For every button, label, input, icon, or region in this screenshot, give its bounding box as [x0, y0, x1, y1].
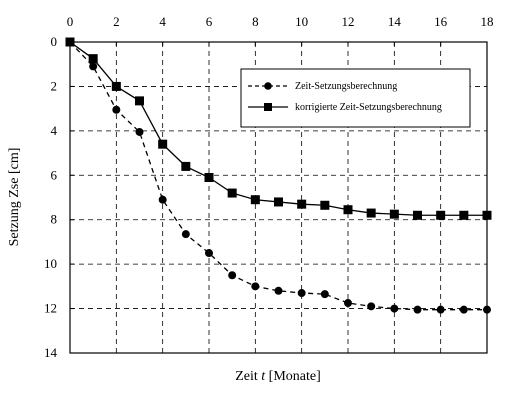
- data-point: [89, 62, 98, 71]
- data-point: [413, 210, 422, 220]
- data-point: [297, 199, 307, 209]
- data-point: [459, 210, 469, 220]
- data-point: [158, 195, 167, 204]
- y-axis: 0 2 4 6 8 10 12 14: [44, 34, 74, 360]
- series-2: [65, 37, 492, 220]
- legend-marker-series-2: [264, 103, 272, 111]
- x-tick-label: 10: [295, 14, 308, 29]
- data-point: [436, 305, 445, 314]
- x-tick-label: 8: [252, 14, 259, 29]
- x-axis-title: Zeit t [Monate]: [235, 369, 321, 384]
- data-point: [88, 54, 98, 64]
- legend: Zeit-Setzungsberechnung korrigierte Zeit…: [240, 68, 471, 128]
- data-point: [343, 205, 353, 215]
- x-tick-label: 6: [206, 14, 213, 29]
- data-point: [274, 197, 283, 207]
- data-point: [390, 304, 399, 313]
- y-tick-label: 2: [51, 78, 58, 93]
- legend-label-series-2: korrigierte Zeit-Setzungsberechnung: [295, 102, 442, 113]
- x-tick-label: 4: [159, 14, 166, 29]
- y-tick-label: 4: [51, 123, 58, 138]
- y-tick-label: 12: [44, 301, 57, 316]
- legend-marker-series-1: [264, 82, 272, 90]
- legend-label-series-1: Zeit-Setzungsberechnung: [295, 81, 397, 92]
- y-tick-label: 8: [51, 212, 58, 227]
- data-point: [205, 249, 213, 258]
- data-point: [389, 209, 399, 219]
- series-group: [65, 37, 492, 314]
- data-point: [111, 81, 121, 91]
- data-point: [228, 271, 237, 280]
- data-point: [320, 200, 330, 210]
- data-point: [65, 37, 75, 47]
- data-point: [436, 210, 446, 220]
- data-point: [367, 302, 376, 311]
- data-point: [366, 208, 376, 218]
- data-point: [158, 139, 168, 149]
- x-tick-label: 16: [434, 14, 448, 29]
- data-point: [250, 195, 260, 205]
- x-axis: 0 2 4 6 8 10 12 14 16 18: [67, 14, 494, 46]
- data-point: [181, 230, 190, 239]
- y-tick-label: 6: [51, 167, 58, 182]
- x-tick-label: 18: [481, 14, 494, 29]
- x-tick-label: 12: [342, 14, 355, 29]
- data-point: [181, 161, 191, 171]
- x-axis-title-variable: t: [261, 369, 266, 384]
- x-axis-title-prefix: Zeit: [235, 369, 261, 384]
- data-point: [251, 282, 260, 291]
- data-point: [274, 286, 283, 295]
- data-point: [204, 173, 214, 183]
- plot-frame: [69, 41, 488, 354]
- data-point: [483, 305, 491, 314]
- x-axis-title-unit: [Monate]: [265, 369, 321, 384]
- data-point: [227, 188, 237, 198]
- x-tick-label: 2: [113, 14, 120, 29]
- x-tick-label: 0: [67, 14, 74, 29]
- data-point: [297, 289, 306, 298]
- legend-box: [240, 68, 471, 128]
- data-point: [344, 299, 352, 308]
- data-point: [112, 105, 121, 114]
- x-tick-label: 14: [388, 14, 402, 29]
- y-tick-label: 0: [51, 34, 58, 49]
- data-point: [135, 127, 144, 136]
- y-tick-label: 10: [44, 256, 57, 271]
- data-point: [482, 210, 492, 220]
- data-point: [459, 305, 468, 314]
- y-axis-title: Setzung Zse [cm]: [7, 148, 22, 247]
- data-point: [320, 290, 329, 299]
- data-point: [135, 96, 144, 106]
- y-tick-label: 14: [44, 345, 58, 360]
- data-point: [413, 305, 422, 314]
- series-1: [66, 38, 491, 314]
